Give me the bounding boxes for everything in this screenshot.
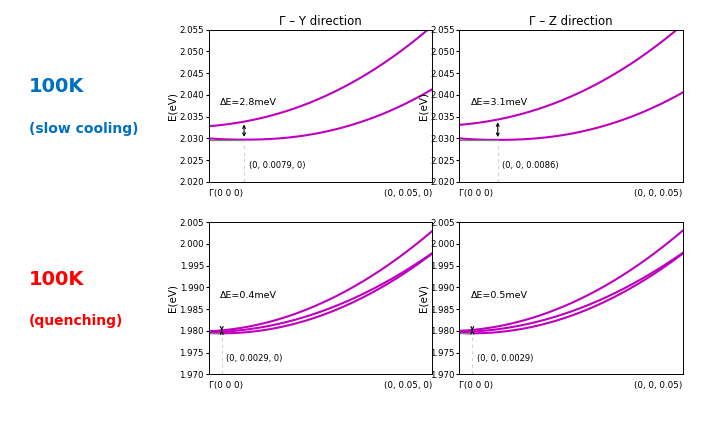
Text: ΔE=3.1meV: ΔE=3.1meV (471, 98, 528, 107)
Text: (0, 0.05, 0): (0, 0.05, 0) (384, 381, 432, 390)
Text: (quenching): (quenching) (29, 314, 123, 329)
Title: Γ – Y direction: Γ – Y direction (279, 16, 361, 28)
Text: ΔE=2.8meV: ΔE=2.8meV (220, 98, 277, 107)
Text: (0, 0, 0.05): (0, 0, 0.05) (634, 189, 683, 198)
Y-axis label: E(eV): E(eV) (168, 284, 178, 312)
Text: Γ(0 0 0): Γ(0 0 0) (459, 381, 493, 390)
Text: (0, 0.0029, 0): (0, 0.0029, 0) (226, 354, 282, 363)
Text: Γ(0 0 0): Γ(0 0 0) (209, 189, 243, 198)
Y-axis label: E(eV): E(eV) (168, 92, 178, 120)
Text: (0, 0, 0.05): (0, 0, 0.05) (634, 381, 683, 390)
Text: (0, 0.05, 0): (0, 0.05, 0) (384, 189, 432, 198)
Y-axis label: E(eV): E(eV) (418, 92, 428, 120)
Text: Γ(0 0 0): Γ(0 0 0) (209, 381, 243, 390)
Text: (0, 0, 0.0086): (0, 0, 0.0086) (503, 161, 559, 170)
Text: Γ(0 0 0): Γ(0 0 0) (459, 189, 493, 198)
Text: (0, 0.0079, 0): (0, 0.0079, 0) (248, 161, 305, 170)
Text: (0, 0, 0.0029): (0, 0, 0.0029) (477, 354, 533, 363)
Text: ΔE=0.4meV: ΔE=0.4meV (220, 291, 277, 299)
Text: ΔE=0.5meV: ΔE=0.5meV (471, 291, 528, 299)
Y-axis label: E(eV): E(eV) (418, 284, 428, 312)
Text: (slow cooling): (slow cooling) (29, 122, 138, 136)
Text: 100K: 100K (29, 270, 84, 288)
Title: Γ – Z direction: Γ – Z direction (529, 16, 613, 28)
Text: 100K: 100K (29, 77, 84, 96)
